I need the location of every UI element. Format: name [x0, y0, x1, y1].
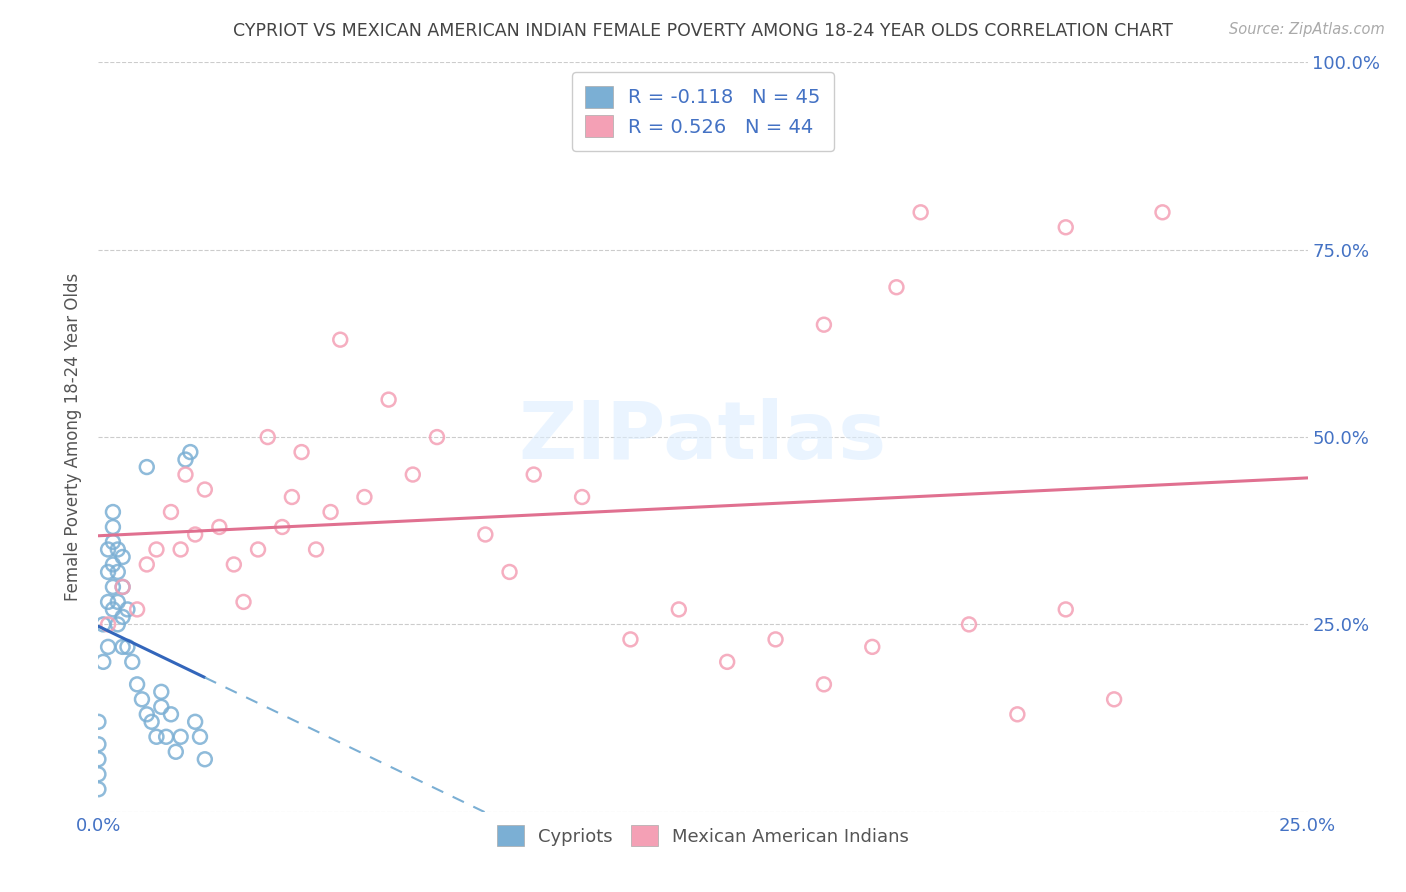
Point — [910, 205, 932, 219]
Point — [101, 602, 124, 616]
Point — [101, 520, 124, 534]
Point — [145, 730, 167, 744]
Point — [813, 677, 835, 691]
Legend: Cypriots, Mexican American Indians: Cypriots, Mexican American Indians — [488, 816, 918, 855]
Point — [1054, 220, 1077, 235]
Point — [222, 558, 245, 572]
Point — [188, 730, 211, 744]
Point — [155, 730, 177, 744]
Y-axis label: Female Poverty Among 18-24 Year Olds: Female Poverty Among 18-24 Year Olds — [65, 273, 83, 601]
Point — [145, 542, 167, 557]
Point — [87, 782, 110, 797]
Point — [127, 677, 149, 691]
Point — [1007, 707, 1029, 722]
Point — [87, 714, 110, 729]
Point — [426, 430, 449, 444]
Text: CYPRIOT VS MEXICAN AMERICAN INDIAN FEMALE POVERTY AMONG 18-24 YEAR OLDS CORRELAT: CYPRIOT VS MEXICAN AMERICAN INDIAN FEMAL… — [233, 22, 1173, 40]
Point — [247, 542, 270, 557]
Point — [87, 752, 110, 766]
Point — [319, 505, 342, 519]
Point — [97, 640, 120, 654]
Point — [765, 632, 787, 647]
Point — [127, 602, 149, 616]
Point — [97, 617, 120, 632]
Point — [111, 580, 134, 594]
Point — [184, 714, 207, 729]
Point — [107, 565, 129, 579]
Point — [165, 745, 187, 759]
Point — [101, 558, 124, 572]
Point — [174, 452, 197, 467]
Point — [194, 752, 217, 766]
Point — [329, 333, 352, 347]
Point — [87, 767, 110, 781]
Point — [101, 580, 124, 594]
Point — [107, 617, 129, 632]
Point — [523, 467, 546, 482]
Point — [179, 445, 201, 459]
Point — [91, 655, 114, 669]
Point — [107, 595, 129, 609]
Point — [256, 430, 278, 444]
Point — [377, 392, 399, 407]
Text: Source: ZipAtlas.com: Source: ZipAtlas.com — [1229, 22, 1385, 37]
Point — [150, 685, 173, 699]
Point — [135, 460, 157, 475]
Point — [271, 520, 294, 534]
Point — [97, 565, 120, 579]
Point — [194, 483, 217, 497]
Point — [160, 707, 183, 722]
Point — [121, 655, 143, 669]
Point — [111, 640, 134, 654]
Point — [281, 490, 304, 504]
Point — [571, 490, 593, 504]
Point — [619, 632, 641, 647]
Point — [117, 602, 139, 616]
Point — [208, 520, 231, 534]
Point — [131, 692, 153, 706]
Text: ZIPatlas: ZIPatlas — [519, 398, 887, 476]
Point — [1152, 205, 1174, 219]
Point — [91, 617, 114, 632]
Point — [957, 617, 980, 632]
Point — [1054, 602, 1077, 616]
Point — [716, 655, 738, 669]
Point — [474, 527, 496, 541]
Point — [87, 737, 110, 751]
Point — [184, 527, 207, 541]
Point — [174, 467, 197, 482]
Point — [498, 565, 520, 579]
Point — [141, 714, 163, 729]
Point — [107, 542, 129, 557]
Point — [111, 549, 134, 564]
Point — [290, 445, 312, 459]
Point — [169, 542, 191, 557]
Point — [668, 602, 690, 616]
Point — [813, 318, 835, 332]
Point — [111, 610, 134, 624]
Point — [232, 595, 254, 609]
Point — [160, 505, 183, 519]
Point — [169, 730, 191, 744]
Point — [1102, 692, 1125, 706]
Point — [101, 505, 124, 519]
Point — [111, 580, 134, 594]
Point — [135, 707, 157, 722]
Point — [117, 640, 139, 654]
Point — [135, 558, 157, 572]
Point — [402, 467, 425, 482]
Point — [860, 640, 883, 654]
Point — [150, 699, 173, 714]
Point — [97, 595, 120, 609]
Point — [353, 490, 375, 504]
Point — [305, 542, 328, 557]
Point — [886, 280, 908, 294]
Point — [97, 542, 120, 557]
Point — [101, 535, 124, 549]
